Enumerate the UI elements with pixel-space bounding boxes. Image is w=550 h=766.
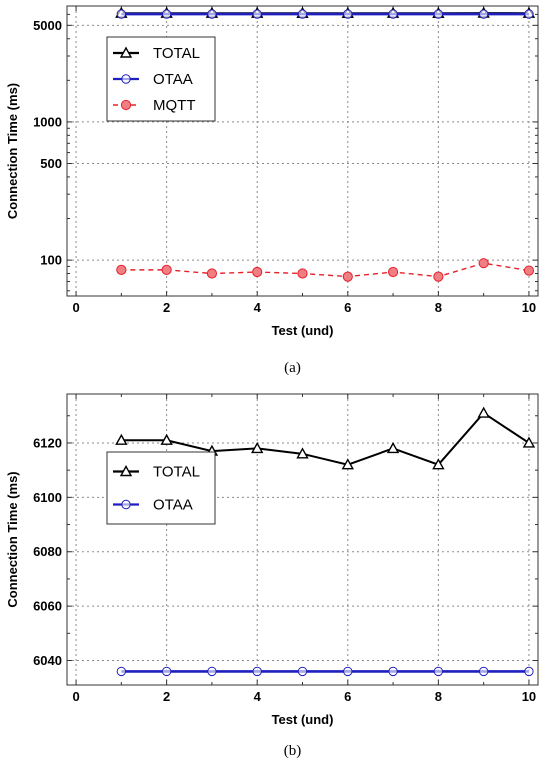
x-tick-label: 8 xyxy=(435,689,442,704)
data-point-otaa xyxy=(343,666,353,677)
x-tick-label: 4 xyxy=(254,689,262,704)
data-point-otaa xyxy=(478,666,489,677)
y-axis-title: Connection Time (ms) xyxy=(5,471,20,607)
y-tick-label: 1000 xyxy=(33,114,62,129)
data-point-otaa xyxy=(433,9,444,19)
x-tick-label: 0 xyxy=(72,300,79,315)
data-point-otaa xyxy=(524,9,534,19)
legend-marker xyxy=(119,465,133,477)
data-point-otaa xyxy=(161,9,172,19)
data-point-mqtt xyxy=(116,264,127,275)
y-tick-label: 6100 xyxy=(33,490,62,505)
x-tick-label: 2 xyxy=(163,689,170,704)
legend-label: OTAA xyxy=(153,71,193,88)
legend-label: OTAA xyxy=(153,497,193,514)
data-point-total xyxy=(296,447,309,459)
series-otaa xyxy=(116,666,534,677)
data-point-mqtt xyxy=(206,268,218,279)
data-point-total xyxy=(432,458,445,470)
data-point-otaa xyxy=(297,9,308,19)
data-point-otaa xyxy=(252,9,262,19)
x-tick-label: 10 xyxy=(522,689,536,704)
series-mqtt xyxy=(116,258,535,282)
chart-panel-b: 0 2 4 6 8 10 6040 6060 6080 6100 6120 Test (und) Con… xyxy=(5,393,539,759)
series-line-mqtt xyxy=(121,262,530,278)
y-tick-label: 6060 xyxy=(33,599,62,614)
data-point-total xyxy=(522,436,536,448)
data-point-otaa xyxy=(343,9,353,19)
data-point-mqtt xyxy=(297,268,308,279)
chart-panel-a: 0 2 4 6 8 10 100 500 1000 5000 Test (und) Connectio… xyxy=(5,5,539,376)
x-tick-label: 2 xyxy=(163,300,170,315)
legend-marker xyxy=(120,99,132,111)
data-point-otaa xyxy=(207,666,217,677)
x-tick-label: 10 xyxy=(522,300,536,315)
y-tick-label: 6080 xyxy=(33,544,62,559)
data-point-mqtt xyxy=(478,258,489,269)
data-point-total xyxy=(251,441,264,454)
data-point-total xyxy=(477,406,490,418)
data-point-total xyxy=(115,433,128,445)
data-point-total xyxy=(341,458,354,470)
data-point-otaa xyxy=(297,666,308,677)
data-point-otaa xyxy=(161,666,172,677)
data-point-mqtt xyxy=(387,266,399,278)
data-point-mqtt xyxy=(433,271,444,282)
caption: (a) xyxy=(284,360,301,376)
y-tick-label: 5000 xyxy=(33,18,62,33)
legend-label: TOTAL xyxy=(153,45,200,62)
x-axis-title: Test (und) xyxy=(272,323,334,338)
y-tick-label: 100 xyxy=(40,253,62,268)
data-point-otaa xyxy=(252,666,262,677)
legend-label: TOTAL xyxy=(153,464,200,481)
data-point-mqtt xyxy=(342,271,353,282)
x-tick-label: 6 xyxy=(344,689,351,704)
legend-marker xyxy=(119,46,133,58)
series-total xyxy=(115,406,536,470)
data-point-mqtt xyxy=(161,264,172,275)
data-point-otaa xyxy=(433,666,444,677)
series-otaa xyxy=(116,9,534,19)
x-tick-label: 6 xyxy=(344,300,351,315)
data-point-otaa xyxy=(524,666,534,677)
y-axis-title: Connection Time (ms) xyxy=(5,83,20,219)
data-point-otaa xyxy=(388,666,398,677)
data-point-otaa xyxy=(116,666,127,677)
y-tick-label: 500 xyxy=(40,156,62,171)
data-point-otaa xyxy=(478,9,489,19)
data-point-otaa xyxy=(116,9,127,19)
data-point-otaa xyxy=(207,9,217,19)
data-point-mqtt xyxy=(523,265,535,276)
x-axis-title: Test (und) xyxy=(272,712,334,727)
x-tick-label: 4 xyxy=(254,300,262,315)
legend-box xyxy=(106,451,216,525)
legend: TOTAL OTAA xyxy=(106,451,216,525)
data-point-otaa xyxy=(388,9,398,19)
y-tick-label: 6040 xyxy=(33,653,62,668)
legend-marker xyxy=(121,74,131,84)
series-total xyxy=(115,6,536,18)
y-tick-label: 6120 xyxy=(33,435,62,450)
plot-frame xyxy=(66,393,539,686)
legend-label: MQTT xyxy=(153,97,196,114)
caption: (b) xyxy=(284,743,302,759)
x-tick-label: 8 xyxy=(435,300,442,315)
legend-marker xyxy=(121,499,131,510)
legend: TOTAL OTAA MQTT xyxy=(106,36,216,122)
data-point-mqtt xyxy=(252,266,263,278)
data-point-total xyxy=(386,441,400,454)
x-tick-label: 0 xyxy=(72,689,79,704)
series-line-total xyxy=(121,411,530,466)
data-point-total xyxy=(160,433,173,445)
